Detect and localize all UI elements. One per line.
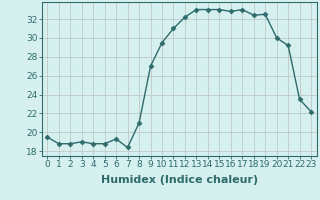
X-axis label: Humidex (Indice chaleur): Humidex (Indice chaleur) xyxy=(100,175,258,185)
